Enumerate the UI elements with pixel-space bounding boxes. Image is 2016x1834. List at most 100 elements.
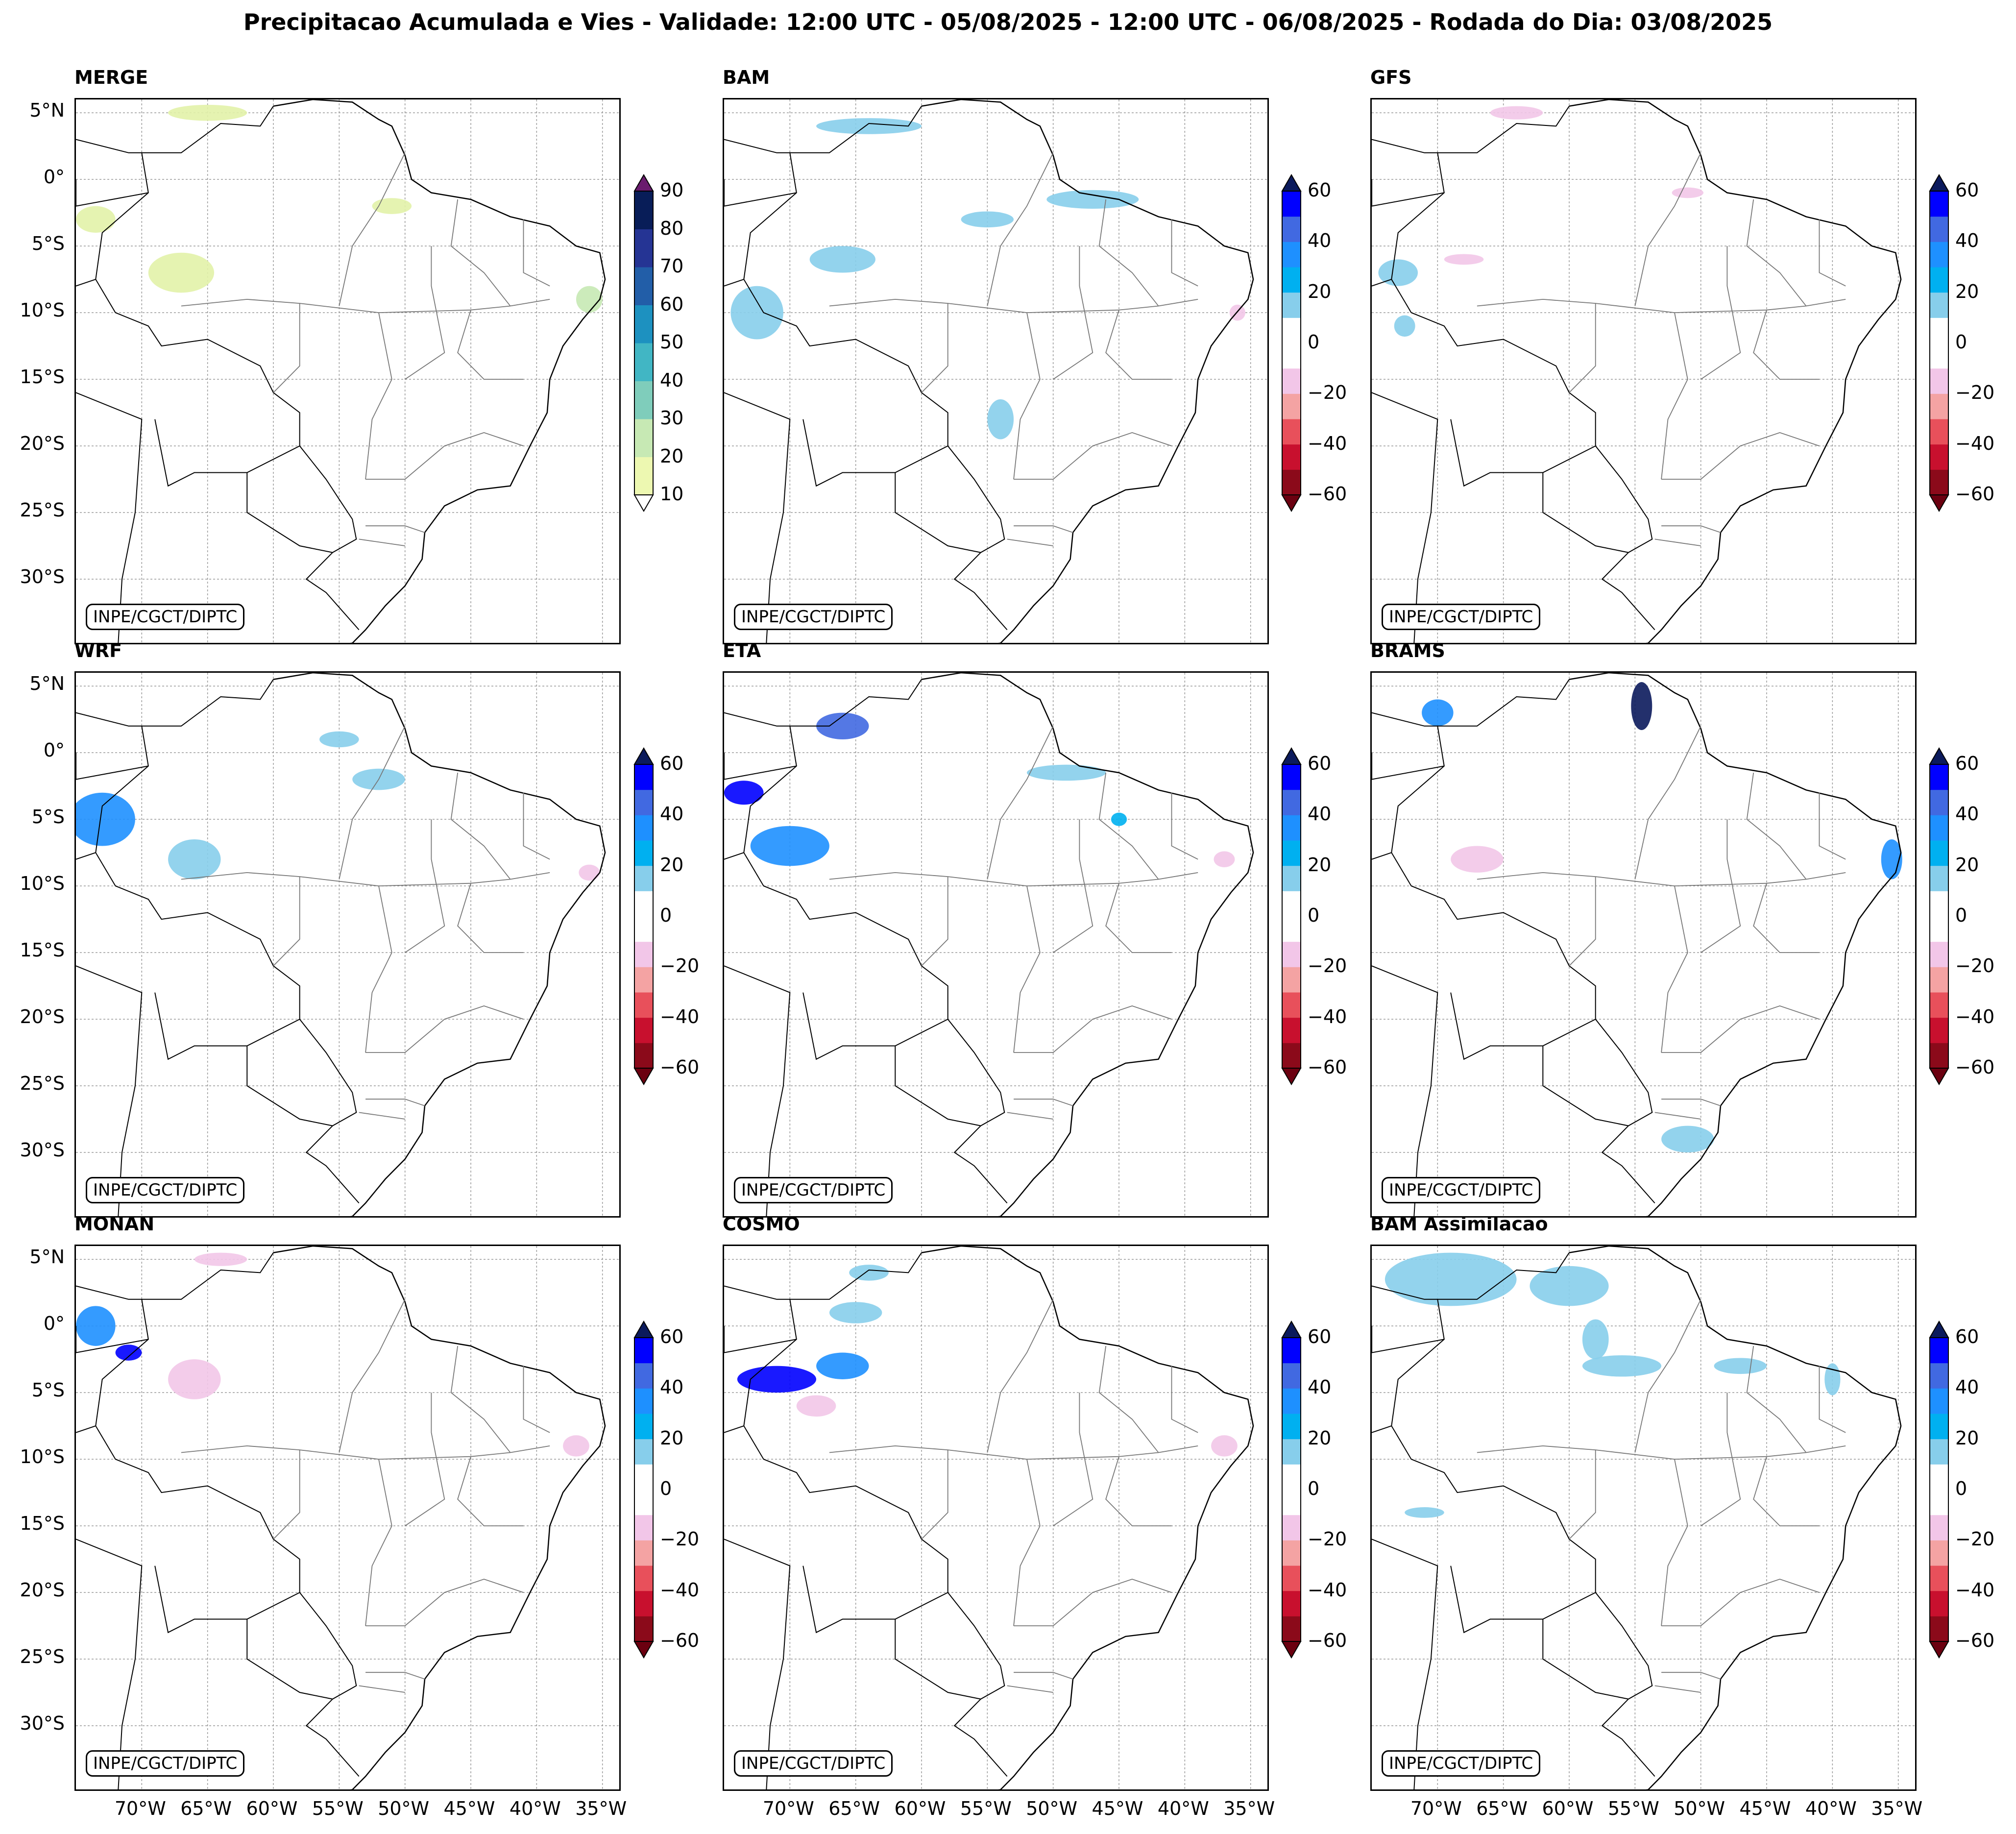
state-border [523,792,550,860]
colorbar-tick-label: 0 [660,1478,672,1499]
colorbar-segment [1930,1515,1948,1541]
panel-title: MERGE [74,67,148,88]
precip-area [1824,1363,1841,1395]
map-svg [724,99,1267,643]
colorbar-tick-label: 0 [1955,1478,1967,1499]
colorbar-segment [634,764,653,790]
colorbar-tick-label: 0 [1955,905,1967,926]
precip-area [849,1265,889,1281]
colorbar-tick-label: 20 [1308,854,1332,876]
precip-area [148,252,215,293]
country-border [1542,1619,1629,1700]
colorbar-segment [1282,1616,1301,1642]
country-border [724,712,790,727]
credit-label: INPE/CGCT/DIPTC [1382,1750,1541,1777]
state-border [1014,1578,1172,1626]
colorbar-segment [1930,1414,1948,1440]
panel-title: MONAN [74,1213,155,1235]
lon-tick-label: 70°W [1410,1798,1462,1819]
colorbar-segment [634,815,653,841]
colorbar-tick-label: 80 [660,217,684,239]
country-border [76,392,143,643]
country-border [1450,1565,1596,1634]
colorbar-tick-label: 60 [1955,179,1979,201]
colorbar-segment [1282,1439,1301,1465]
colorbar [633,174,654,512]
country-border [76,179,148,207]
colorbar [1929,174,1949,512]
colorbar-segment [1930,318,1948,343]
colorbar-segment [634,305,653,343]
country-border [154,1565,300,1634]
country-border [95,1252,360,1777]
country-border [724,139,790,153]
state-border [1053,819,1093,953]
colorbar-tick-label: 20 [1308,1427,1332,1449]
state-border [1007,1685,1053,1693]
colorbar-segment [1282,1338,1301,1364]
precip-area [168,1359,221,1399]
precip-area [724,781,764,805]
colorbar-segment [1282,444,1301,470]
state-border [1746,199,1807,307]
colorbar-segment [1282,865,1301,891]
precip-area [1582,1319,1609,1360]
state-border [1171,219,1198,287]
colorbar-tick-label: −60 [1955,483,1995,505]
state-border [181,298,550,314]
precip-area [1026,764,1106,781]
colorbar-extend-bottom [1929,1641,1949,1659]
colorbar-frame [1929,764,1949,1069]
lat-tick-label: 5°N [29,1246,65,1268]
colorbar-segment [1930,967,1948,993]
state-border [405,819,445,953]
colorbar-tick-label: 40 [660,1376,684,1398]
precip-area [579,864,600,881]
colorbar-segment [634,1490,653,1516]
colorbar-tick-label: 40 [660,803,684,825]
state-border [273,303,300,393]
colorbar-segment [1282,267,1301,293]
precip-area [1444,254,1484,265]
credit-label: INPE/CGCT/DIPTC [734,604,893,630]
colorbar-tick-label: 20 [660,854,684,876]
lat-tick-label: 5°S [31,1379,65,1401]
colorbar-segment [1930,393,1948,419]
map-panel: INPE/CGCT/DIPTC [74,671,621,1218]
country-border [895,1619,981,1700]
lon-tick-label: 65°W [180,1798,232,1819]
colorbar-segment [634,1439,653,1465]
country-border [1450,419,1596,487]
state-border [1819,219,1846,287]
colorbar-segment [1282,941,1301,967]
country-border [724,179,797,207]
lat-tick-label: 0° [43,1313,65,1335]
precip-area [809,246,875,273]
colorbar-segment [1930,1490,1948,1516]
state-border [1007,1112,1053,1120]
colorbar-frame [634,191,654,495]
country-border [154,419,300,487]
colorbar-extend-bottom [633,494,654,512]
colorbar-segment [1282,216,1301,242]
state-border [1014,432,1172,480]
country-border [1450,992,1596,1060]
colorbar-segment [1282,1017,1301,1043]
colorbar-tick-label: 40 [1955,230,1979,252]
colorbar-tick-label: −60 [1308,1056,1347,1078]
country-border [802,419,948,487]
country-border [76,1285,142,1300]
colorbar-segment [1282,469,1301,495]
panel-title: WRF [74,640,122,661]
lon-tick-label: 50°W [378,1798,430,1819]
precip-area [1405,1507,1444,1518]
lon-tick-label: 45°W [443,1798,495,1819]
colorbar-tick-label: 40 [1308,803,1332,825]
colorbar [1281,1320,1302,1659]
lon-tick-label: 65°W [1476,1798,1528,1819]
colorbar-segment [1930,292,1948,318]
colorbar-segment [1930,267,1948,293]
state-border [1014,1672,1073,1680]
state-border [1661,432,1820,480]
precip-area [1490,106,1543,120]
